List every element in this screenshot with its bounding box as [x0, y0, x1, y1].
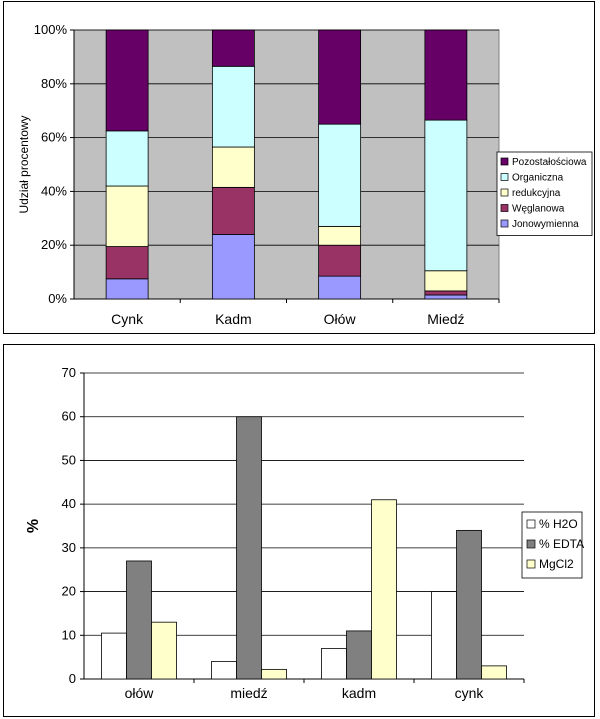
legend-label: % H2O: [539, 517, 578, 531]
bar-segment-węglanowa: [318, 244, 362, 277]
bar-segment-jonowymienna: [105, 278, 149, 300]
x-category-label: Ołów: [324, 311, 357, 327]
stacked-bar-chart: 0% 20% 40% 60% 80% 100% Udział procentowy Cynk K…: [17, 22, 593, 327]
legend-swatch: [500, 219, 509, 228]
legend-label: Węglanowa: [512, 204, 565, 215]
legend-swatch: [526, 559, 536, 569]
legend-swatch: [500, 204, 509, 212]
stacked-bar-chart-panel: 0% 20% 40% 60% 80% 100% Udział procentowy Cynk K…: [3, 1, 595, 334]
bar-segment-jonowymienna: [424, 294, 468, 300]
legend-label: Organiczna: [512, 173, 564, 184]
bar-segment-organiczna: [318, 123, 362, 227]
bar-mgcl2: [151, 621, 177, 680]
y-tick-label: 30: [62, 540, 76, 555]
x-category-label: cynk: [455, 685, 485, 701]
x-category-label: kadm: [342, 685, 376, 701]
bar-segment-organiczna: [105, 130, 149, 187]
y-tick-label: 100%: [34, 22, 68, 37]
bar--h2o: [431, 591, 457, 680]
grouped-bar-chart-panel: 0 10 20 30 40 50 60 70% ołów miedź kadm cynk % H2O % …: [3, 344, 595, 717]
legend-swatch: [526, 539, 536, 549]
y-tick-label: 80%: [41, 76, 67, 91]
y-tick-label: 70: [62, 365, 76, 380]
x-category-label: miedź: [230, 685, 267, 701]
bar-segment-redukcyjna: [424, 270, 468, 292]
bar-mgcl2: [371, 499, 397, 680]
bar-segment-jonowymienna: [318, 275, 362, 300]
y-tick-label: 20: [62, 584, 76, 599]
bar--edta: [456, 529, 482, 680]
legend-label: MgCl2: [539, 557, 574, 571]
y-tick-label: 10: [62, 627, 76, 642]
bar-segment-węglanowa: [211, 186, 255, 235]
y-tick-label: 0: [69, 671, 76, 686]
y-tick-label: 40%: [41, 183, 67, 198]
bar-segment-organiczna: [424, 119, 468, 272]
x-category-label: Kadm: [215, 311, 252, 327]
bar--edta: [346, 630, 372, 680]
bar--h2o: [101, 632, 127, 680]
y-tick-label: 0%: [48, 291, 67, 306]
legend-box: [496, 151, 593, 236]
bar-mgcl2: [261, 668, 287, 680]
y-tick-label: 50: [62, 452, 76, 467]
bar-segment-organiczna: [211, 65, 255, 148]
bar-segment-pozostałościowa: [105, 29, 149, 132]
bar--edta: [236, 416, 262, 680]
y-tick-label: 20%: [41, 237, 67, 252]
y-axis-label: %: [25, 519, 42, 533]
legend-swatch: [526, 519, 536, 529]
bar-segment-węglanowa: [105, 246, 149, 280]
legend-label: % EDTA: [539, 537, 584, 551]
legend-swatch: [500, 173, 509, 181]
y-tick-label: 60: [62, 409, 76, 424]
legend-label: Jonowymienna: [512, 219, 579, 230]
bar-segment-redukcyjna: [211, 146, 255, 188]
bar-segment-pozostałościowa: [318, 29, 362, 125]
bar-segment-pozostałościowa: [211, 29, 255, 67]
bar--edta: [126, 560, 152, 680]
bar-mgcl2: [481, 665, 507, 680]
y-tick-label: 60%: [41, 130, 67, 145]
x-category-label: Cynk: [111, 311, 144, 327]
bar--h2o: [321, 647, 347, 680]
y-tick-label: 40: [62, 496, 76, 511]
legend-label: redukcyjna: [512, 188, 561, 199]
bar--h2o: [211, 661, 237, 680]
x-category-label: Miedź: [427, 311, 464, 327]
x-category-label: ołów: [125, 685, 155, 701]
bar-segment-węglanowa: [424, 290, 468, 296]
bar-segment-pozostałościowa: [424, 29, 468, 121]
bar-segment-redukcyjna: [318, 225, 362, 246]
legend-label: Pozostałościowa: [512, 157, 587, 168]
y-axis-label: Udział procentowy: [17, 115, 31, 213]
bar-segment-redukcyjna: [105, 185, 149, 247]
bar-segment-jonowymienna: [211, 234, 255, 300]
grouped-bar-chart: 0 10 20 30 40 50 60 70% ołów miedź kadm cynk % H2O % …: [25, 365, 584, 701]
legend-swatch: [500, 188, 509, 197]
legend-swatch: [500, 157, 509, 166]
